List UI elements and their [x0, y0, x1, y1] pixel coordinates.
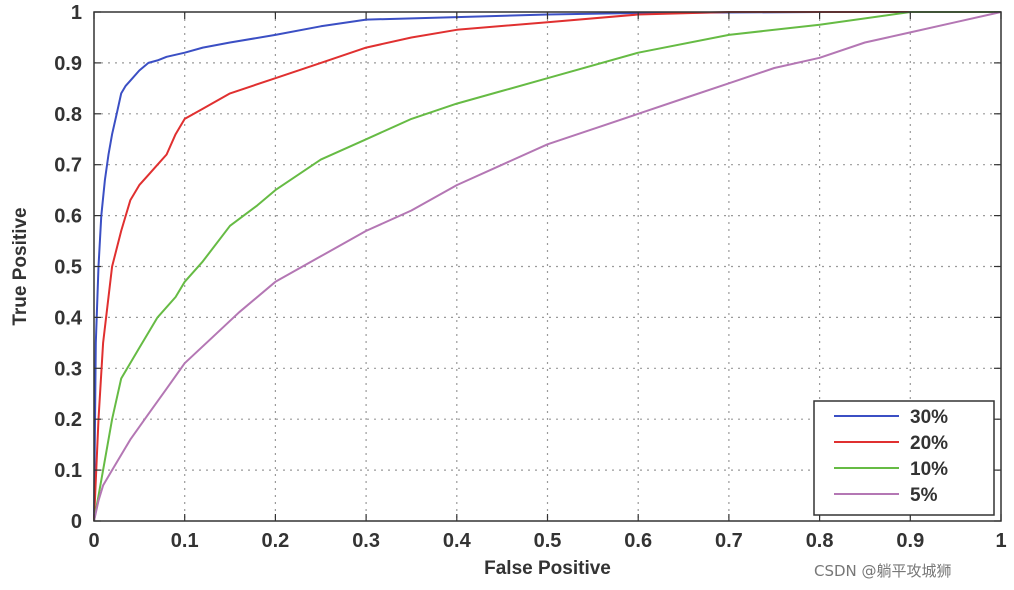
legend-label: 30%	[910, 407, 948, 428]
y-tick-label: 0.4	[54, 307, 83, 329]
y-tick-label: 0.5	[54, 257, 82, 279]
tick-labels: 0 0.1 0.2 0.3 0.4 0.5 0.6 0.7 0.8 0.9 1 0 0.1 0.2 0.3 0…	[54, 2, 1006, 552]
x-axis-label: False Positive	[484, 558, 611, 579]
series-line-5pct	[93, 11, 1002, 522]
y-tick-label: 0.9	[54, 53, 82, 75]
x-tick-label: 0.5	[534, 530, 562, 552]
y-tick-label: 0.1	[54, 460, 82, 482]
x-tick-label: 0.4	[443, 530, 472, 552]
y-axis-label: True Positive	[10, 207, 31, 325]
grid	[94, 12, 1001, 521]
legend-label: 20%	[910, 433, 948, 454]
y-tick-label: 0.6	[54, 206, 82, 228]
y-tick-label: 0.8	[54, 104, 82, 126]
x-tick-label: 0.1	[171, 530, 199, 552]
y-tick-label: 0	[71, 511, 82, 533]
x-tick-label: 0.6	[624, 530, 652, 552]
legend-box	[813, 400, 995, 516]
y-tick-label: 0.7	[54, 155, 82, 177]
series-lines	[93, 11, 1002, 522]
x-tick-label: 0.7	[715, 530, 743, 552]
series-line-10pct	[93, 11, 1001, 522]
x-tick-label: 0	[88, 530, 99, 552]
y-tick-label: 1	[71, 2, 82, 24]
series-line-30pct	[93, 11, 1001, 522]
x-tick-label: 1	[995, 530, 1006, 552]
legend-label: 10%	[910, 459, 948, 480]
x-tick-label: 0.9	[896, 530, 924, 552]
legend: 30% 20% 10% 5%	[813, 400, 995, 516]
y-tick-label: 0.2	[54, 409, 82, 431]
x-tick-label: 0.8	[806, 530, 834, 552]
x-tick-label: 0.3	[352, 530, 380, 552]
watermark: CSDN @躺平攻城狮	[814, 562, 952, 580]
legend-label: 5%	[910, 485, 938, 506]
series-line-20pct	[93, 11, 1001, 522]
x-tick-label: 0.2	[261, 530, 289, 552]
y-tick-label: 0.3	[54, 358, 82, 380]
